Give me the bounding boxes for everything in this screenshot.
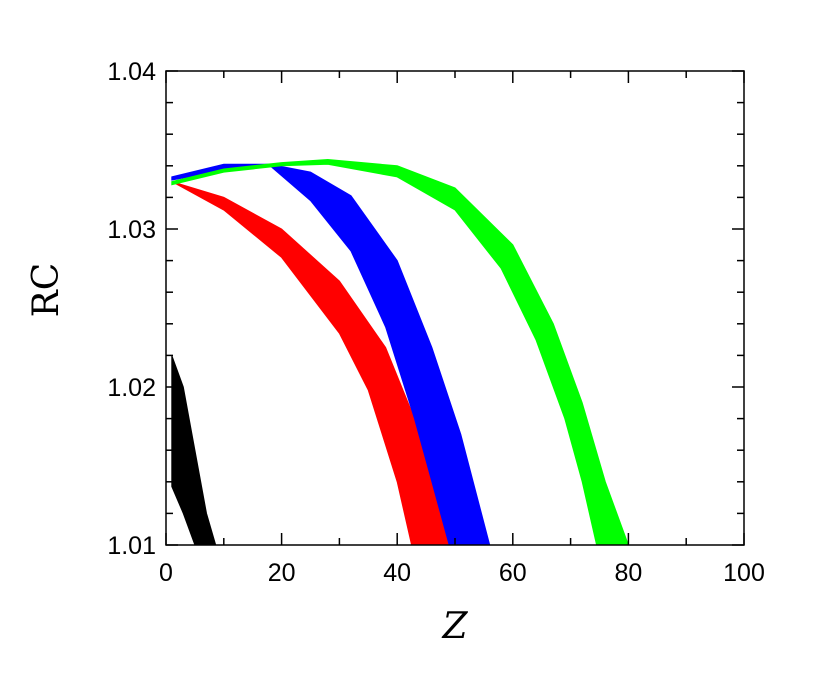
series-band-2: [171, 163, 491, 545]
y-tick-label: 1.01: [107, 532, 156, 560]
labels-layer: 0 20 40 60 80 100 1.01 1.02 1.03 1.04: [107, 58, 765, 587]
ticks-layer: [165, 70, 745, 546]
y-tick-label: 1.03: [107, 216, 156, 244]
x-tick-label: 40: [383, 559, 411, 587]
series-band-0: [171, 355, 217, 545]
series-band-3: [171, 158, 629, 545]
x-tick-label: 100: [723, 559, 765, 587]
series-layer: [171, 158, 629, 545]
y-tick-label: 1.02: [107, 374, 156, 402]
y-axis-title: RC: [26, 263, 67, 318]
series-band-1: [171, 181, 453, 545]
x-tick-label: 20: [268, 559, 296, 587]
x-axis-title: Z: [441, 606, 468, 647]
x-tick-label: 80: [614, 559, 642, 587]
y-tick-label: 1.04: [107, 58, 156, 86]
x-tick-label: 60: [499, 559, 527, 587]
x-tick-label: 0: [159, 559, 173, 587]
